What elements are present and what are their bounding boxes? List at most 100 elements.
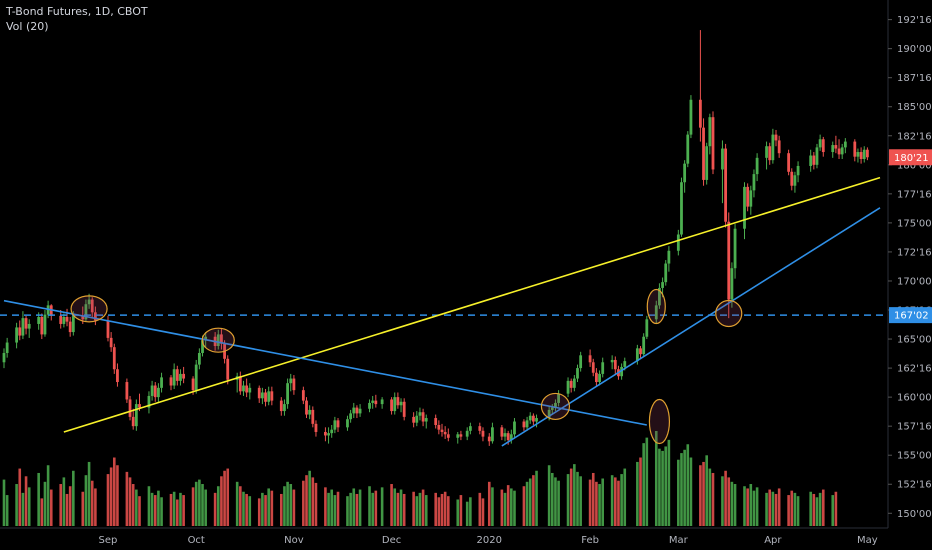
price-tick-label: 160'00 (897, 393, 932, 404)
volume-bar (396, 492, 400, 526)
candle-body (368, 402, 371, 409)
candle-body (399, 401, 403, 406)
candle-body (352, 407, 356, 414)
volume-bar (522, 486, 526, 526)
volume-bar (346, 496, 349, 526)
volume-bar (374, 490, 378, 526)
volume-bar (443, 491, 447, 526)
level-price-badge: 167'02 (894, 311, 929, 322)
candle-body (503, 433, 507, 437)
candle-body (2, 352, 6, 363)
candle-body (87, 299, 91, 305)
volume-bar (327, 492, 330, 526)
volume-bar (418, 492, 422, 526)
volume-bar (305, 475, 308, 526)
volume-bar (424, 495, 428, 526)
candle-body (862, 149, 866, 160)
candle-body (683, 163, 687, 183)
candle-body (446, 434, 450, 438)
candle-body (440, 429, 444, 432)
candle-body (654, 305, 658, 320)
volume-bar (239, 486, 242, 526)
candle-body (194, 364, 198, 391)
candle-body (809, 155, 813, 166)
volume-bar (390, 484, 393, 526)
volume-bar (128, 477, 132, 526)
volume-bar (59, 484, 63, 526)
candle-body (5, 342, 9, 353)
candle-body (412, 416, 416, 423)
candle-body (260, 392, 264, 399)
candle-body (705, 146, 709, 180)
volume-bar (459, 495, 463, 526)
candle-body (112, 347, 116, 370)
candle-body (434, 418, 438, 426)
candle-body (711, 117, 715, 170)
volume-bar (201, 484, 204, 526)
volume-bar (204, 489, 207, 526)
candle-body (859, 152, 863, 160)
candle-body (528, 415, 532, 421)
volume-bar (617, 480, 620, 526)
price-tick-label: 192'16 (897, 15, 932, 26)
volume-bar (664, 446, 668, 526)
volume-bar (818, 492, 822, 526)
candle-body (513, 421, 516, 435)
candle-body (771, 134, 775, 161)
price-tick-label: 152'16 (897, 480, 932, 491)
volume-bar (730, 481, 734, 526)
candle-body (535, 418, 538, 422)
volume-bar (752, 490, 756, 526)
volume-bar (831, 495, 835, 526)
candle-body (865, 149, 869, 158)
candle-body (478, 426, 482, 431)
candle-body (21, 318, 25, 336)
volume-bar (677, 459, 680, 526)
volume-bar (705, 455, 708, 526)
volume-bar (774, 493, 778, 526)
volume-bar (595, 481, 598, 526)
volume-indicator-label: Vol (20) (6, 20, 49, 33)
price-tick-label: 150'00 (897, 509, 932, 520)
candle-body (330, 429, 334, 434)
volume-bar (749, 484, 753, 526)
volume-bar (399, 489, 403, 526)
candle-body (175, 369, 179, 381)
candle-body (279, 400, 283, 412)
candle-body (468, 426, 472, 431)
volume-bar (355, 493, 359, 526)
volume-bar (314, 482, 318, 526)
volume-bar (15, 484, 18, 526)
candle-body (749, 190, 753, 207)
volume-bar (654, 431, 658, 526)
volume-bar (112, 457, 116, 526)
candle-body (421, 412, 425, 422)
candle-body (131, 416, 135, 427)
volume-bar (194, 481, 198, 526)
volume-bar (283, 486, 286, 526)
candle-body (415, 415, 419, 423)
level-price-badge-bg (889, 307, 932, 324)
volume-bar (686, 444, 690, 526)
volume-bar (160, 497, 163, 526)
volume-bar (333, 495, 337, 526)
candle-body (721, 148, 724, 170)
volume-bar (554, 477, 557, 526)
last-price-badge-bg (889, 149, 932, 166)
volume-bar (721, 476, 724, 526)
volume-bar (437, 497, 441, 526)
candle-body (569, 380, 573, 388)
volume-bar (349, 492, 352, 526)
candle-body (708, 117, 712, 147)
price-tick-label: 190'00 (897, 44, 932, 55)
candle-body (661, 282, 664, 288)
candle-body (109, 337, 113, 348)
candle-body (572, 378, 576, 388)
candle-body (396, 397, 400, 406)
candle-body (305, 400, 308, 415)
volume-bar (308, 470, 311, 526)
candle-body (557, 393, 560, 403)
candle-body (730, 268, 734, 300)
volume-bar (415, 496, 419, 526)
